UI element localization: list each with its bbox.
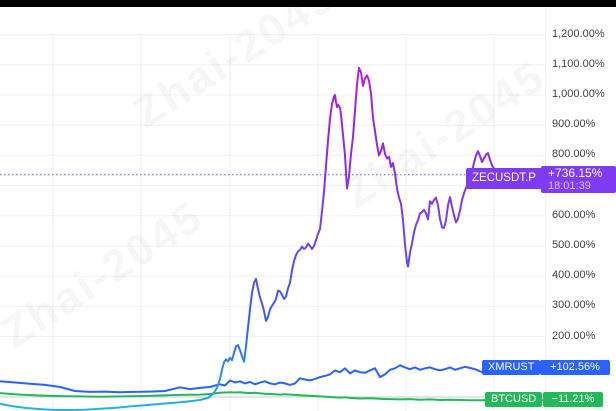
y-axis-label: 200.00% xyxy=(552,329,596,342)
price-scale[interactable]: 1,200.00% 1,100.00% 1,000.00% 900.00% 800.00… xyxy=(546,7,616,411)
y-axis-label: 800.00% xyxy=(552,148,596,161)
price-badge-zec-time: 18:01:39 xyxy=(548,180,591,192)
y-axis-label: 300.00% xyxy=(552,299,596,312)
y-axis-label: 1,000.00% xyxy=(552,88,605,100)
xmrust-line[interactable] xyxy=(0,364,544,394)
price-badge-zec-change: +736.15% xyxy=(548,166,603,180)
y-axis-label: 600.00% xyxy=(552,208,596,221)
price-badge-xmrust[interactable]: +102.56% xyxy=(540,360,610,375)
symbol-badge-xmrust[interactable]: XMRUST xyxy=(482,360,541,375)
y-axis-label: 1,100.00% xyxy=(552,57,605,70)
zecusdt-p-line[interactable] xyxy=(0,66,544,411)
symbol-badge-btcusd[interactable]: BTCUSD xyxy=(485,392,543,407)
y-axis-label: 500.00% xyxy=(552,239,596,251)
top-edge-bar xyxy=(0,0,616,7)
y-axis-label: 1,200.00% xyxy=(552,27,605,40)
symbol-badge-zecusdtp[interactable]: ZECUSDT.P xyxy=(466,168,542,189)
price-badge-zecusdtp[interactable]: +736.15% 18:01:39 xyxy=(541,166,616,193)
btcusd-line[interactable] xyxy=(0,391,544,402)
y-axis-label: 900.00% xyxy=(552,118,596,131)
y-axis-label: 400.00% xyxy=(552,269,596,282)
price-badge-btcusd[interactable]: −11.21% xyxy=(543,392,603,407)
